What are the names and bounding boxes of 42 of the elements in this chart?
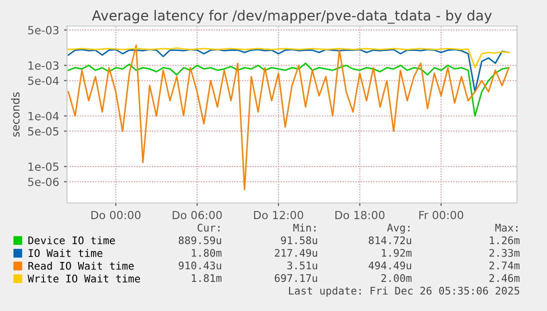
text: 1.80m: [192, 248, 222, 257]
x-tick-label: Fr 00:00: [419, 210, 464, 220]
y-axis-title: seconds: [11, 92, 20, 137]
text: 2.00m: [381, 274, 412, 282]
text: 1.26m: [490, 236, 520, 244]
line-series: [68, 44, 510, 190]
x-tick-label: Do 06:00: [172, 210, 222, 220]
y-tick-label: 5e-05: [28, 127, 58, 136]
line-series: [68, 62, 510, 117]
text: 889.59u: [178, 236, 222, 244]
text: 2.33m: [489, 248, 520, 257]
line-series: [68, 47, 510, 68]
legend-label: Read IO Wait time: [28, 262, 134, 270]
text: 217.49u: [274, 248, 318, 257]
text: 1.92m: [382, 248, 412, 257]
text: Cur:: [198, 224, 220, 232]
text: 1.81m: [192, 274, 222, 282]
text: 814.72u: [368, 236, 412, 244]
text: 910.43u: [178, 262, 222, 270]
text: 697.17u: [274, 274, 318, 282]
x-tick-label: Do 00:00: [91, 210, 141, 220]
text: Min:: [293, 224, 316, 232]
text: 2.46m: [489, 274, 520, 282]
chart-title: Average latency for /dev/mapper/pve-data_tdata - by day: [92, 10, 492, 24]
legend-label: Device IO time: [28, 236, 115, 244]
text: Avg:: [387, 224, 410, 234]
text: 2.74m: [489, 262, 520, 270]
legend-label: Write IO Wait time: [28, 274, 140, 283]
text: Max:: [495, 224, 518, 232]
legend-label: IO Wait time: [28, 248, 102, 258]
x-tick-label: Do 18:00: [335, 210, 384, 220]
text: 3.51u: [287, 262, 318, 270]
y-tick-label: 5e-04: [28, 76, 59, 85]
y-tick-label: 1e-03: [28, 61, 58, 70]
y-tick-label: 1e-05: [28, 162, 58, 171]
y-tick-label: 5e-03: [28, 26, 58, 34]
y-tick-label: 5e-06: [28, 178, 59, 186]
y-tick-label: 1e-04: [28, 112, 59, 120]
text: 91.58u: [281, 236, 318, 244]
text: 494.49u: [368, 262, 412, 270]
x-tick-label: Do 12:00: [254, 210, 304, 220]
text: Last update: Fri Dec 26 05:35:06 2025: [289, 286, 520, 297]
